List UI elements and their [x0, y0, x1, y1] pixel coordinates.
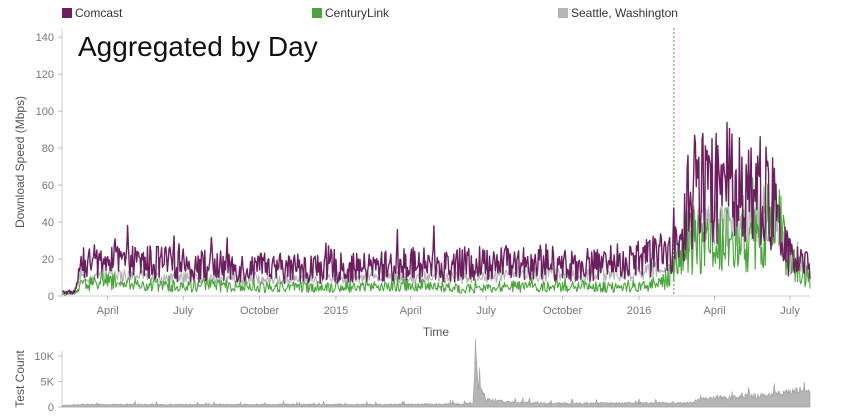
count-y-axis-label: Test Count [13, 350, 27, 408]
legend-label: Comcast [75, 6, 123, 20]
series-line-centurylink[interactable] [61, 177, 811, 296]
x-tick-label: October [240, 305, 279, 317]
y-tick-label: 20 [42, 254, 54, 266]
x-axis-label: Time [423, 325, 450, 339]
x-tick-label: July [476, 305, 496, 317]
y-tick-label: 120 [36, 69, 54, 81]
legend-swatch [62, 8, 72, 18]
x-tick-label: July [173, 305, 193, 317]
x-tick-label: July [780, 305, 800, 317]
x-tick-label: 2015 [324, 305, 348, 317]
main-chart: 0 20 40 60 80 100 120 140 April July October 2015 Ap… [13, 28, 811, 339]
x-tick-label: April [97, 305, 119, 317]
count-y-tick-label: 10K [34, 351, 54, 363]
y-tick-label: 80 [42, 143, 54, 155]
x-tick-label: October [543, 305, 582, 317]
legend-swatch [312, 8, 322, 18]
x-tick-label: April [400, 305, 422, 317]
legend-label: CenturyLink [325, 6, 390, 20]
legend-swatch [558, 8, 568, 18]
count-y-tick-label: 0 [48, 402, 54, 414]
chart-title: Aggregated by Day [78, 31, 318, 62]
y-tick-label: 0 [48, 291, 54, 303]
test-count-area [61, 339, 811, 408]
legend-item[interactable]: Seattle, Washington [558, 6, 678, 20]
legend-item[interactable]: CenturyLink [312, 6, 389, 20]
y-tick-label: 100 [36, 106, 54, 118]
y-tick-label: 140 [36, 32, 54, 44]
legend-label: Seattle, Washington [571, 6, 678, 20]
y-tick-label: 40 [42, 217, 54, 229]
test-count-chart: 0 5K 10K Test Count [13, 339, 811, 414]
x-tick-label: April [704, 305, 726, 317]
legend: Comcast CenturyLink Seattle, Washington [0, 0, 859, 26]
x-tick-label: 2016 [627, 305, 651, 317]
legend-item[interactable]: Comcast [62, 6, 122, 20]
count-y-tick-label: 5K [41, 377, 55, 389]
y-axis-label: Download Speed (Mbps) [13, 96, 27, 228]
series-line-comcast[interactable] [61, 121, 811, 295]
y-tick-label: 60 [42, 180, 54, 192]
